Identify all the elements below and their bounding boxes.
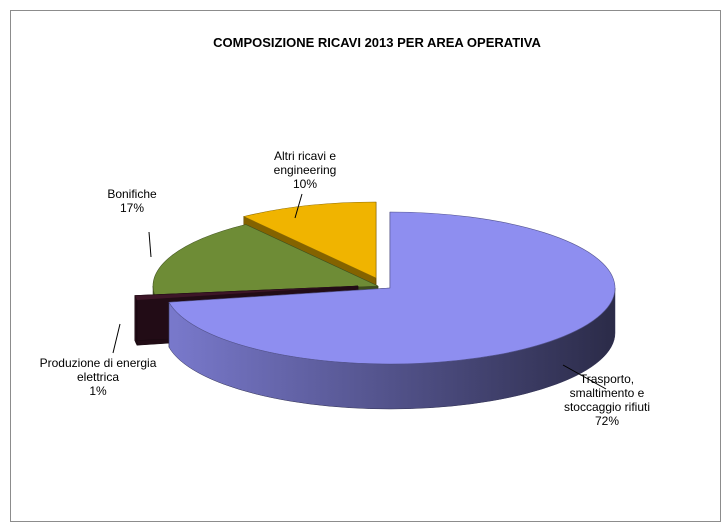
slice-label-2: Bonifiche 17% [107, 187, 157, 215]
chart-title: COMPOSIZIONE RICAVI 2013 PER AREA OPERAT… [213, 35, 541, 50]
leader-line-3 [294, 193, 303, 219]
slice-label-line: smaltimento e [570, 386, 645, 400]
slice-label-line: Produzione di energia [40, 356, 157, 370]
slice-value-label: 1% [89, 384, 107, 398]
slice-label-1: Produzione di energia elettrica 1% [40, 356, 157, 398]
slice-label-line: Bonifiche [107, 187, 157, 201]
slice-label-0: Trasporto, smaltimento e stoccaggio rifiut… [564, 372, 650, 428]
slice-value-label: 17% [120, 201, 144, 215]
leader-line-1 [112, 323, 121, 354]
slice-label-line: Altri ricavi e [274, 149, 336, 163]
slice-label-line: elettrica [77, 370, 119, 384]
slice-value-label: 72% [595, 414, 619, 428]
slice-label-line: stoccaggio rifiuti [564, 400, 650, 414]
leader-line-0 [562, 364, 607, 390]
slice-label-line: engineering [274, 163, 337, 177]
leader-line-2 [148, 231, 152, 258]
pie-slice-0 [168, 211, 616, 410]
slice-value-label: 10% [293, 177, 317, 191]
slice-label-3: Altri ricavi e engineering 10% [274, 149, 337, 191]
slice-label-line: Trasporto, [580, 372, 634, 386]
